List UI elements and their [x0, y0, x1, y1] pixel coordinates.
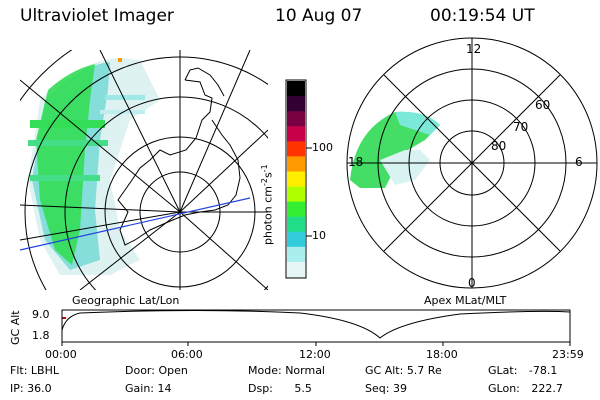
colorbar-segment: [287, 156, 305, 172]
colorbar-segment: [287, 201, 305, 218]
info-mode: Mode: Normal: [248, 364, 325, 377]
colorbar-segment: [287, 171, 305, 188]
info-dsp: Dsp: 5.5: [248, 382, 312, 395]
altitude-xtick: 00:00: [45, 348, 77, 361]
colorbar-tick-10: 10: [312, 229, 326, 242]
right-panel-caption: Apex MLat/MLT: [424, 294, 507, 307]
left-panel-caption: Geographic Lat/Lon: [72, 294, 180, 307]
polar-plot: [346, 37, 598, 289]
altitude-plot: [61, 309, 571, 346]
info-flt: Flt: LBHL: [10, 364, 59, 377]
altitude-ytick-top: 9.0: [32, 308, 50, 321]
mlat-label-80: 80: [491, 139, 507, 153]
info-gc-alt: GC Alt: 5.7 Re: [365, 364, 442, 377]
geographic-map: [20, 50, 268, 290]
header-date: 10 Aug 07: [275, 6, 363, 26]
colorbar-segment: [287, 141, 305, 157]
colorbar-segment: [287, 186, 305, 203]
colorbar-tick-100: 100: [312, 141, 333, 154]
info-seq: Seq: 39: [365, 382, 407, 395]
app-title: Ultraviolet Imager: [20, 6, 174, 26]
colorbar-segment: [287, 81, 305, 97]
colorbar-segment: [287, 126, 305, 142]
coastline: [117, 79, 241, 246]
altitude-xtick: 23:59: [552, 348, 584, 361]
altitude-ylabel: GC Alt: [9, 310, 22, 345]
info-glat: GLat: -78.1: [488, 364, 558, 377]
mlat-label-70: 70: [513, 120, 529, 134]
colorbar: [285, 79, 312, 279]
info-gain: Gain: 14: [125, 382, 172, 395]
mlat-label-60: 60: [535, 98, 551, 112]
mlt-label-12: 12: [466, 42, 482, 56]
altitude-xtick: 06:00: [171, 348, 203, 361]
colorbar-segment: [287, 231, 305, 248]
colorbar-segment: [287, 246, 305, 263]
colorbar-segment: [287, 96, 305, 112]
header-time: 00:19:54 UT: [430, 6, 535, 26]
satellite-track: [20, 197, 251, 251]
mlt-label-6: 6: [575, 155, 583, 169]
colorbar-segment: [287, 261, 305, 278]
info-door: Door: Open: [125, 364, 188, 377]
colorbar-segment: [287, 111, 305, 127]
info-glon: GLon: 222.7: [488, 382, 563, 395]
colorbar-segment: [287, 216, 305, 233]
colorbar-label: photon cm-2s-1: [260, 164, 275, 245]
mlt-label-0: 0: [468, 276, 476, 290]
mlt-label-18: 18: [348, 155, 364, 169]
altitude-ytick-bottom: 1.8: [32, 329, 50, 342]
info-ip: IP: 36.0: [10, 382, 52, 395]
altitude-xtick: 12:00: [299, 348, 331, 361]
altitude-xtick: 18:00: [426, 348, 458, 361]
